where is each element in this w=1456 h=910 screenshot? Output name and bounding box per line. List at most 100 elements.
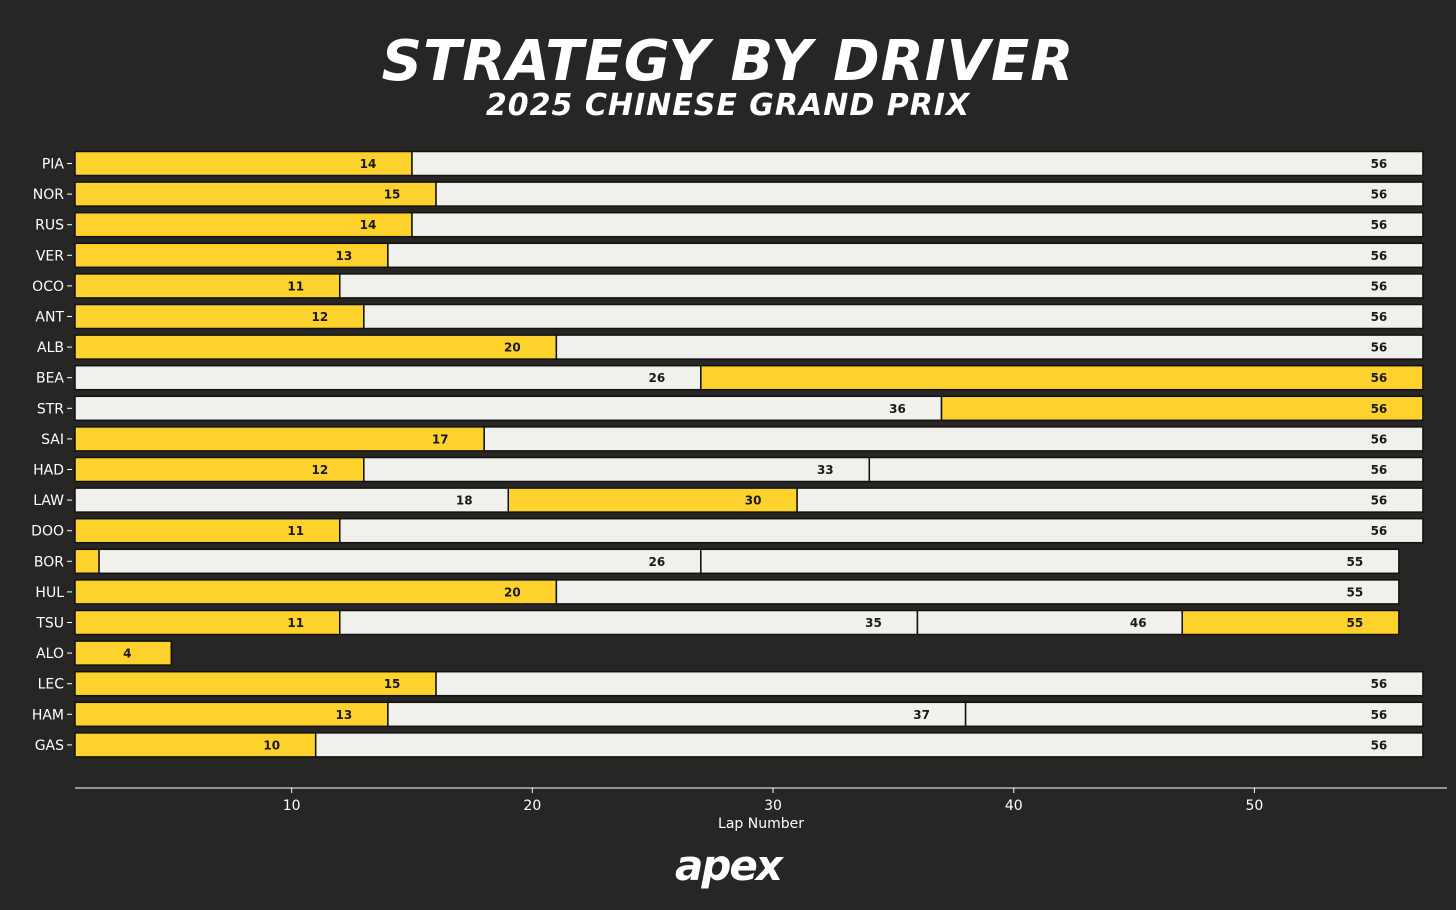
stint-bar: [868, 456, 1424, 483]
driver-label: LEC: [38, 677, 65, 693]
x-tick-label: 30: [764, 798, 782, 814]
stint-end-label: 11: [287, 524, 304, 538]
stint-end-label: 14: [360, 157, 377, 171]
stint-bar: [74, 273, 341, 299]
driver-label: HAM: [32, 707, 64, 723]
stint-end-label: 56: [1371, 738, 1388, 752]
stint-end-label: 56: [1371, 708, 1388, 722]
stint-bar: [74, 364, 702, 391]
stint-bar: [98, 548, 702, 575]
stint-bar: [387, 701, 967, 728]
stint-end-label: 37: [913, 708, 930, 722]
stint-bar: [314, 732, 1424, 758]
chart-subtitle: 2025 CHINESE GRAND PRIX: [485, 88, 971, 123]
stint-end-label: 15: [384, 188, 401, 202]
stint-end-label: 56: [1371, 310, 1388, 324]
driver-label: SAI: [41, 432, 64, 448]
stint-bar: [74, 211, 413, 238]
stint-bar: [74, 640, 173, 666]
stint-bar: [916, 609, 1183, 636]
stint-end-label: 56: [1371, 249, 1388, 263]
stint-end-label: 12: [311, 310, 328, 324]
stint-bar: [74, 579, 558, 605]
stint-bar: [700, 548, 1400, 575]
driver-label: HAD: [33, 463, 64, 479]
stint-end-label: 56: [1371, 341, 1388, 355]
stint-bar: [74, 548, 100, 575]
driver-label: LAW: [33, 493, 64, 509]
driver-label: GAS: [35, 738, 64, 754]
x-tick-label: 10: [283, 798, 301, 814]
stint-end-label: 13: [336, 249, 353, 263]
stint-bar: [74, 670, 437, 697]
stint-end-label: 18: [456, 494, 473, 508]
stint-bar: [363, 303, 1424, 330]
driver-label: TSU: [35, 616, 64, 632]
driver-label: BOR: [34, 554, 64, 570]
stint-bar: [74, 181, 437, 207]
x-tick-label: 50: [1246, 798, 1264, 814]
stint-end-label: 56: [1371, 402, 1388, 416]
stint-bar: [74, 517, 341, 544]
x-axis-label: Lap Number: [718, 816, 804, 832]
stint-end-label: 56: [1371, 218, 1388, 232]
x-tick-label: 40: [1005, 798, 1023, 814]
stint-bar: [74, 150, 413, 177]
stint-end-label: 33: [817, 463, 834, 477]
stint-end-label: 12: [311, 463, 328, 477]
driver-label: OCO: [32, 279, 64, 295]
stint-end-label: 56: [1371, 524, 1388, 538]
stint-bar: [74, 242, 389, 269]
stint-bar: [74, 701, 389, 728]
stint-end-label: 4: [123, 647, 131, 661]
stint-end-label: 55: [1347, 585, 1364, 599]
stint-bar: [555, 334, 1424, 360]
stint-end-label: 46: [1130, 616, 1147, 630]
stint-end-label: 56: [1371, 494, 1388, 508]
apex-logo: apex: [675, 841, 783, 890]
stint-end-label: 15: [384, 677, 401, 691]
stint-end-label: 56: [1371, 371, 1388, 385]
stint-end-label: 10: [263, 738, 280, 752]
driver-label: HUL: [35, 585, 64, 601]
stint-bar: [339, 609, 919, 636]
stint-bar: [700, 364, 1424, 391]
chart-title: STRATEGY BY DRIVER: [381, 29, 1075, 94]
stint-end-label: 17: [432, 432, 449, 446]
x-tick-label: 20: [523, 798, 541, 814]
stint-end-label: 11: [287, 279, 304, 293]
stint-bar: [74, 334, 558, 360]
driver-label: RUS: [35, 218, 64, 234]
driver-label: ANT: [35, 310, 64, 326]
stint-end-label: 13: [336, 708, 353, 722]
stint-end-label: 55: [1347, 555, 1364, 569]
stint-bar: [387, 242, 1424, 269]
stint-end-label: 20: [504, 341, 521, 355]
stint-end-label: 11: [287, 616, 304, 630]
stint-bar: [411, 211, 1424, 238]
driver-label: STR: [37, 401, 64, 417]
stint-bar: [1181, 609, 1400, 636]
stint-bar: [483, 426, 1424, 452]
stint-bar: [796, 487, 1424, 513]
stint-end-label: 14: [360, 218, 377, 232]
stint-bar: [435, 181, 1424, 207]
stint-bar: [339, 517, 1424, 544]
driver-label: BEA: [36, 371, 64, 387]
driver-label: ALO: [36, 646, 64, 662]
stint-bar: [411, 150, 1424, 177]
stint-bar: [74, 732, 317, 758]
stint-end-label: 56: [1371, 677, 1388, 691]
driver-label: NOR: [33, 187, 64, 203]
stint-bar: [435, 670, 1424, 697]
stint-end-label: 56: [1371, 279, 1388, 293]
stint-bar: [940, 395, 1424, 422]
stint-bar: [363, 456, 871, 483]
driver-label: DOO: [31, 524, 64, 540]
driver-label: VER: [36, 248, 64, 264]
stint-bar: [74, 303, 365, 330]
stint-bar: [555, 579, 1400, 605]
stint-end-label: 20: [504, 585, 521, 599]
